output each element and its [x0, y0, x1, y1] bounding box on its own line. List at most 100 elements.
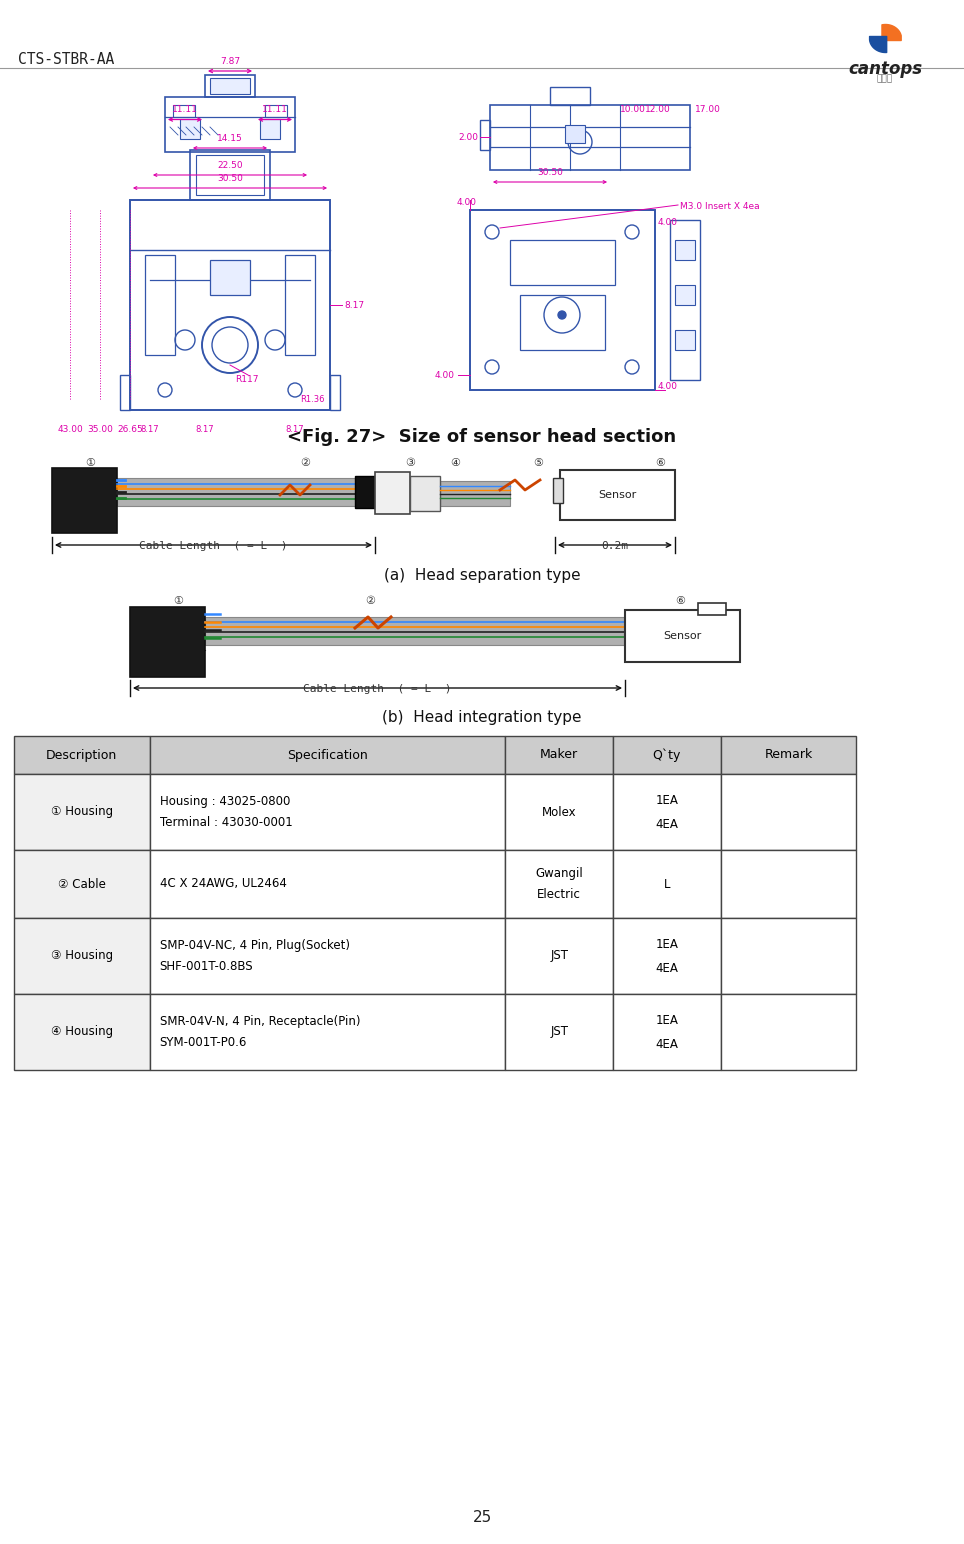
Text: ③: ③ [405, 459, 415, 468]
Bar [505, 994, 613, 1070]
Bar [165, 97, 295, 151]
Bar [625, 610, 740, 662]
Bar [260, 119, 280, 139]
Text: R117: R117 [235, 375, 258, 384]
Text: ⑤: ⑤ [533, 459, 543, 468]
Text: 35.00: 35.00 [87, 425, 113, 434]
Bar [285, 255, 315, 355]
Bar [440, 482, 510, 506]
Bar [550, 86, 590, 105]
Bar [505, 919, 613, 994]
Text: 14.15: 14.15 [217, 134, 243, 144]
Bar [510, 239, 615, 286]
Text: Q`ty: Q`ty [653, 749, 681, 761]
Text: SYM-001T-P0.6: SYM-001T-P0.6 [160, 1036, 247, 1050]
Bar [505, 736, 613, 774]
Text: ⑥: ⑥ [655, 459, 665, 468]
Bar [721, 736, 856, 774]
Bar [210, 79, 250, 94]
Bar [721, 851, 856, 919]
Text: CTS-STBR-AA: CTS-STBR-AA [18, 52, 115, 66]
Text: Gwangil: Gwangil [535, 868, 583, 880]
Bar [698, 604, 726, 615]
Text: 4EA: 4EA [656, 817, 679, 831]
Bar [721, 994, 856, 1070]
Bar [721, 774, 856, 851]
Bar [480, 120, 490, 150]
Text: 11.11: 11.11 [172, 105, 198, 114]
Bar [560, 469, 675, 520]
Text: Sensor: Sensor [598, 489, 636, 500]
Text: JST: JST [550, 950, 568, 962]
Text: 8.17: 8.17 [344, 301, 364, 309]
Text: Remark: Remark [764, 749, 813, 761]
Text: 4EA: 4EA [656, 962, 679, 974]
Bar [149, 919, 505, 994]
Bar [265, 105, 287, 117]
Bar [410, 476, 440, 511]
Bar [14, 919, 149, 994]
Bar [145, 255, 175, 355]
Bar [613, 774, 721, 851]
Text: 8.17: 8.17 [196, 425, 214, 434]
Text: 30.50: 30.50 [217, 174, 243, 184]
Bar [14, 851, 149, 919]
Text: 1EA: 1EA [656, 937, 679, 951]
Bar [675, 239, 695, 259]
Text: SMR-04V-N, 4 Pin, Receptacle(Pin): SMR-04V-N, 4 Pin, Receptacle(Pin) [160, 1014, 361, 1027]
Text: 17.00: 17.00 [695, 105, 721, 114]
Text: ⑥: ⑥ [675, 596, 685, 605]
Bar [675, 330, 695, 350]
Bar [613, 919, 721, 994]
Bar [120, 375, 130, 411]
Bar [470, 210, 655, 391]
Bar [205, 76, 255, 97]
Bar [196, 154, 264, 195]
Text: ① Housing: ① Housing [51, 806, 113, 818]
Text: 4C X 24AWG, UL2464: 4C X 24AWG, UL2464 [160, 877, 286, 891]
Bar [14, 994, 149, 1070]
Bar [130, 201, 330, 411]
Text: 43.00: 43.00 [57, 425, 83, 434]
Text: Cable Length  ( = L  ): Cable Length ( = L ) [303, 684, 451, 693]
Text: SMP-04V-NC, 4 Pin, Plug(Socket): SMP-04V-NC, 4 Pin, Plug(Socket) [160, 939, 350, 951]
Bar [149, 736, 505, 774]
Bar [675, 286, 695, 306]
Text: 4.00: 4.00 [658, 381, 678, 391]
Text: (b)  Head integration type: (b) Head integration type [383, 710, 581, 726]
Text: R1.36: R1.36 [300, 395, 325, 405]
Bar [505, 851, 613, 919]
Text: Electric: Electric [537, 888, 581, 900]
Text: Molex: Molex [542, 806, 576, 818]
Bar [205, 618, 625, 645]
Text: L: L [663, 877, 670, 891]
Text: 4EA: 4EA [656, 1038, 679, 1050]
Bar [670, 219, 700, 380]
Text: Housing : 43025-0800: Housing : 43025-0800 [160, 795, 290, 808]
Text: 30.50: 30.50 [537, 168, 563, 178]
Bar [14, 774, 149, 851]
Bar [505, 774, 613, 851]
Text: ①: ① [173, 596, 183, 605]
Bar [149, 994, 505, 1070]
Text: 4.00: 4.00 [435, 371, 455, 380]
Bar [173, 105, 195, 117]
Text: ②: ② [300, 459, 310, 468]
Bar [553, 479, 563, 503]
Text: Description: Description [46, 749, 118, 761]
Text: 4.00: 4.00 [658, 218, 678, 227]
Text: 11.11: 11.11 [262, 105, 288, 114]
Bar [330, 375, 340, 411]
Bar [721, 919, 856, 994]
Text: ②: ② [365, 596, 375, 605]
Text: 22.50: 22.50 [217, 161, 243, 170]
Text: 4.00: 4.00 [457, 198, 477, 207]
Text: cantops: cantops [848, 60, 922, 79]
Bar [190, 150, 270, 201]
Text: Maker: Maker [540, 749, 578, 761]
Circle shape [558, 310, 566, 320]
Text: 8.17: 8.17 [285, 425, 305, 434]
Bar [149, 774, 505, 851]
Text: 8.17: 8.17 [141, 425, 159, 434]
Text: 캔탑스: 캔탑스 [877, 74, 893, 83]
